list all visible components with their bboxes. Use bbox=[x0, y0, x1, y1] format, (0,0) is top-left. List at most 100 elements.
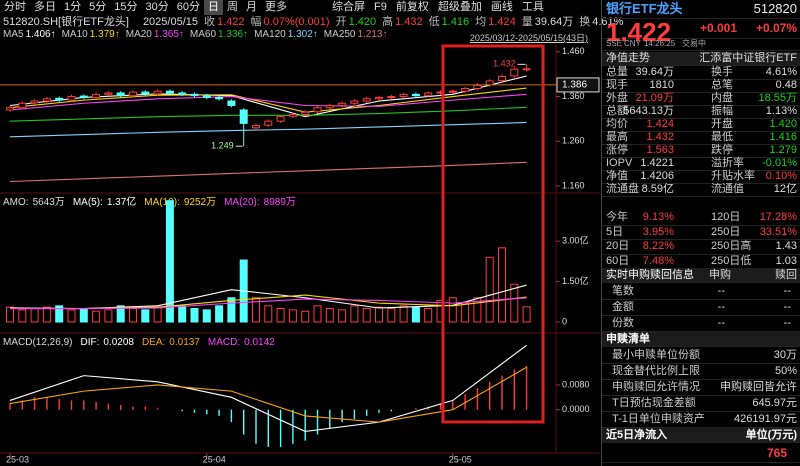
candle-body bbox=[473, 84, 482, 90]
candle-body bbox=[190, 93, 199, 97]
meta: SSE bbox=[606, 39, 623, 48]
period-tab[interactable]: 15分 bbox=[114, 1, 138, 13]
price-box-label: 1.386 bbox=[562, 80, 587, 91]
candle-body bbox=[252, 125, 260, 129]
field-label: 高 bbox=[382, 16, 394, 28]
stat-label: 最低 bbox=[711, 131, 733, 143]
stat-label: 总额 bbox=[606, 105, 628, 117]
ma-value: 1.379↑ bbox=[89, 29, 120, 40]
field-label: 均 bbox=[475, 16, 487, 28]
stat-value: 1.420 bbox=[769, 118, 797, 130]
field-label: 开 bbox=[335, 16, 347, 28]
y-tick-label: 3.00亿 bbox=[562, 235, 589, 246]
period-tab[interactable]: 分时 bbox=[4, 1, 26, 13]
highlight-box bbox=[441, 44, 545, 424]
volume-bar bbox=[92, 310, 101, 323]
period-tab[interactable]: 60分 bbox=[176, 1, 200, 13]
stat-value: 18.55万 bbox=[758, 92, 797, 104]
volume-bar bbox=[30, 308, 39, 323]
period-tab[interactable]: 月 bbox=[246, 1, 257, 13]
volume-bar bbox=[424, 308, 433, 323]
volume-bar bbox=[411, 306, 420, 323]
candle-body bbox=[411, 93, 420, 97]
stat-row: 今年 9.13% 120日 17.28% bbox=[602, 210, 800, 226]
volume-bar bbox=[301, 310, 310, 323]
stat-value: 0.10% bbox=[765, 170, 797, 182]
field-value: 1.422 bbox=[217, 16, 245, 28]
period-tab[interactable]: 日 bbox=[204, 0, 223, 15]
line bbox=[9, 87, 527, 113]
volume-bar bbox=[264, 305, 273, 323]
stat-value: 1810 bbox=[649, 79, 674, 91]
volume-bar bbox=[215, 305, 224, 323]
period-tab[interactable]: 多日 bbox=[34, 1, 56, 13]
stat-value: 1.563 bbox=[646, 144, 674, 156]
title-row: 银行ETF龙头 512820 bbox=[602, 0, 800, 19]
ma-name: MA5 bbox=[3, 29, 24, 40]
stat-row: 总额 5643.13万 振幅 1.13% bbox=[602, 105, 800, 119]
y-tick-label: 1.360 bbox=[562, 91, 585, 101]
candle-body bbox=[79, 95, 88, 98]
flow-header: 近5日净流入 单位(万元) bbox=[602, 428, 800, 443]
candle-body bbox=[178, 92, 187, 95]
tool-button[interactable]: 画线 bbox=[490, 1, 513, 13]
legend-value: 0.0208 bbox=[103, 337, 134, 348]
period-tab[interactable]: 1分 bbox=[64, 1, 82, 13]
stat-label: 升贴水率 bbox=[711, 170, 755, 182]
candle-body bbox=[461, 88, 470, 92]
volume-bar bbox=[116, 305, 125, 323]
period-tab[interactable]: 30分 bbox=[145, 1, 169, 13]
stat-label: 均价 bbox=[606, 118, 628, 130]
tool-button[interactable]: 综合屏 bbox=[332, 1, 365, 13]
legend-name: DIF: bbox=[80, 337, 99, 348]
line bbox=[9, 106, 527, 122]
row-label: T-1日单位申赎资产 bbox=[612, 413, 705, 425]
line bbox=[9, 284, 527, 310]
tool-button[interactable]: 前复权 bbox=[395, 1, 429, 13]
tool-button[interactable]: 工具 bbox=[521, 1, 544, 13]
fund-name: 汇添富中证银行ETF bbox=[699, 52, 797, 64]
volume-bar bbox=[42, 306, 51, 323]
list-row: 现金替代比例上限 50% bbox=[602, 363, 800, 380]
field-value: 4.61% bbox=[592, 16, 624, 28]
period-tab[interactable]: 周 bbox=[227, 1, 238, 13]
stat-label: 总量 bbox=[606, 66, 628, 78]
legend-name: MACD: bbox=[208, 337, 240, 348]
y-tick-label: 1.460 bbox=[562, 46, 585, 56]
stat-row: 总量 39.64万 换手 4.61% bbox=[602, 66, 800, 80]
stat-label: 250日高 bbox=[711, 240, 752, 252]
candle-body bbox=[313, 107, 322, 113]
row-value: 426191.97元 bbox=[734, 413, 797, 425]
stat-value: 17.28% bbox=[759, 211, 797, 223]
stat-row: 现手 1810 总笔 0.48 bbox=[602, 79, 800, 93]
line bbox=[10, 297, 527, 310]
date: 2025/05/15 bbox=[142, 16, 198, 28]
stat-value: 12亿 bbox=[773, 183, 797, 195]
field-label: 换 bbox=[579, 16, 591, 28]
meta-row: SSE CNY 14:26:25 交易中 bbox=[602, 38, 800, 51]
volume-bar bbox=[448, 297, 457, 323]
volume-bar bbox=[399, 305, 408, 323]
candle-body bbox=[55, 97, 64, 101]
line bbox=[9, 161, 527, 183]
candle-body bbox=[325, 104, 334, 109]
candle-body bbox=[448, 90, 457, 93]
row-value: -- bbox=[717, 317, 725, 329]
candle-body bbox=[104, 92, 113, 95]
candle-body bbox=[375, 96, 383, 100]
line bbox=[9, 366, 527, 423]
list-row: T-1日单位申赎资产 426191.97元 bbox=[602, 411, 800, 428]
toolbar: 分时 多日 1分 5分 15分 30分 60分日周月更多 bbox=[0, 0, 291, 15]
volume-bar bbox=[485, 256, 494, 323]
meta: 14:26:25 bbox=[644, 39, 676, 48]
price: 1.422 bbox=[606, 17, 672, 47]
tool-button[interactable]: F9 bbox=[374, 1, 387, 13]
tool-button[interactable]: 超级叠加 bbox=[437, 1, 482, 13]
candle-body bbox=[215, 96, 224, 100]
stat-row: 均价 1.424 开盘 1.420 bbox=[602, 118, 800, 132]
stat-value: 21.09万 bbox=[635, 92, 674, 104]
subscription-row: 金额 -- -- bbox=[602, 299, 800, 316]
period-tab[interactable]: 5分 bbox=[89, 1, 107, 13]
period-tab[interactable]: 更多 bbox=[265, 1, 287, 13]
